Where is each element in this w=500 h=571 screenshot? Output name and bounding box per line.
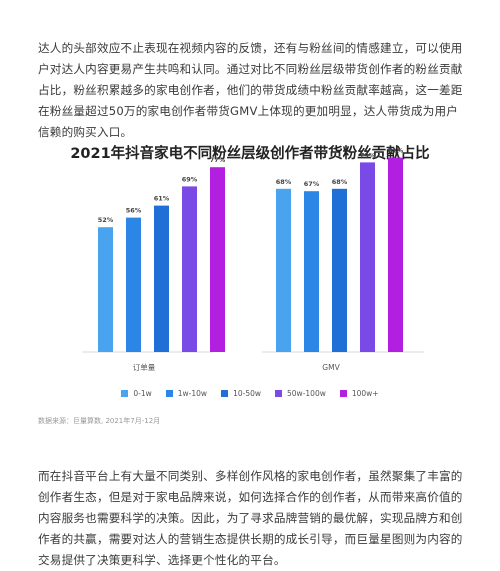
bar — [360, 162, 375, 352]
legend-swatch — [221, 390, 229, 397]
bar — [210, 167, 225, 352]
legend-item: 1w-10w — [165, 389, 208, 398]
legend-label: 50w-100w — [287, 389, 326, 398]
bar — [276, 188, 291, 352]
legend-item: 100w+ — [339, 389, 379, 398]
legend-swatch — [275, 390, 283, 397]
data-label: 52% — [98, 216, 114, 224]
outro-paragraph: 而在抖音平台上有大量不同类别、多样创作风格的家电创作者，虽然聚集了丰富的创作者生… — [38, 469, 463, 567]
legend-item: 10-50w — [221, 389, 261, 398]
data-label: 68% — [276, 178, 292, 186]
data-label: 56% — [126, 207, 142, 215]
data-label: 67% — [304, 180, 320, 188]
data-label: 79% — [360, 151, 376, 159]
legend-label: 100w+ — [351, 389, 379, 398]
category-label: 订单量 — [133, 362, 156, 372]
legend-swatch — [339, 390, 347, 397]
intro-paragraph: 达人的头部效应不止表现在视频内容的反馈，还有与粉丝间的情感建立，可以使用户对达人… — [38, 41, 463, 139]
legend-label: 10-50w — [233, 389, 262, 398]
bar — [332, 188, 347, 352]
legend-swatch — [165, 390, 173, 397]
data-label: 69% — [182, 175, 198, 183]
chart-legend: 0-1w 1w-10w 10-50w 50w-100w 100w+ — [0, 389, 500, 398]
legend-label: 1w-10w — [177, 389, 208, 398]
bar — [98, 227, 113, 352]
bar — [388, 157, 403, 352]
legend-swatch — [121, 390, 129, 397]
bar — [182, 186, 197, 352]
bar — [304, 191, 319, 352]
legend-item: 50w-100w — [275, 389, 326, 398]
bar — [126, 217, 141, 352]
legend-item: 0-1w — [121, 389, 152, 398]
chart-source: 数据来源：巨量算数, 2021年7月-12月 — [38, 417, 161, 425]
legend-label: 0-1w — [133, 389, 152, 398]
chart-title: 2021年抖音家电不同粉丝层级创作者带货粉丝贡献占比 — [70, 146, 430, 162]
data-label: 81% — [388, 147, 404, 155]
data-label: 77% — [210, 156, 226, 164]
data-label: 68% — [332, 178, 348, 186]
category-label: GMV — [322, 363, 340, 372]
data-label: 61% — [154, 195, 170, 203]
bar — [154, 205, 169, 352]
